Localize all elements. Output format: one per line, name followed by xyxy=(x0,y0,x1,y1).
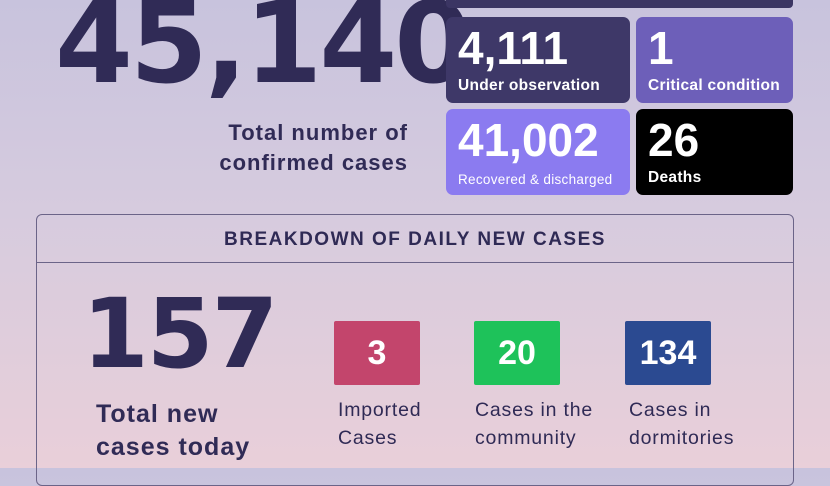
breakdown-title: BREAKDOWN OF DAILY NEW CASES xyxy=(37,215,793,263)
total-confirmed-value: 45,140 xyxy=(55,0,472,109)
top-strip-divider xyxy=(446,0,793,8)
stat-value: 1 xyxy=(648,22,674,74)
total-confirmed-label: Total number of confirmed cases xyxy=(160,118,408,178)
stat-label: Under observation xyxy=(458,77,601,94)
category-label-line1: Imported xyxy=(338,399,422,421)
total-new-cases-value: 157 xyxy=(82,278,278,390)
stat-label: Recovered & discharged xyxy=(458,172,613,187)
community-cases-badge: 20 xyxy=(474,321,560,385)
stat-value: 41,002 xyxy=(458,114,599,166)
stat-recovered-discharged: 41,002 Recovered & discharged xyxy=(446,109,630,195)
dormitory-cases-label: Cases in dormitories xyxy=(629,396,779,452)
imported-cases-label: Imported Cases xyxy=(338,396,458,452)
total-label-line1: Total number of xyxy=(228,120,408,145)
stat-label: Critical condition xyxy=(648,77,780,94)
community-cases-label: Cases in the community xyxy=(475,396,625,452)
new-label-line2: cases today xyxy=(96,433,251,461)
category-label-line1: Cases in the xyxy=(475,399,593,421)
stat-value: 26 xyxy=(648,114,700,166)
stat-critical-condition: 1 Critical condition xyxy=(636,17,793,103)
dormitory-cases-badge: 134 xyxy=(625,321,711,385)
category-label-line1: Cases in xyxy=(629,399,712,421)
new-label-line1: Total new xyxy=(96,400,219,428)
stat-under-observation: 4,111 Under observation xyxy=(446,17,630,103)
total-label-line2: confirmed cases xyxy=(219,150,408,175)
total-new-cases-label: Total new cases today xyxy=(96,398,296,464)
stat-value: 4,111 xyxy=(458,22,569,74)
imported-cases-badge: 3 xyxy=(334,321,420,385)
category-label-line2: community xyxy=(475,427,577,449)
stat-deaths: 26 Deaths xyxy=(636,109,793,195)
category-label-line2: dormitories xyxy=(629,427,735,449)
stat-label: Deaths xyxy=(648,169,702,186)
category-label-line2: Cases xyxy=(338,427,398,449)
